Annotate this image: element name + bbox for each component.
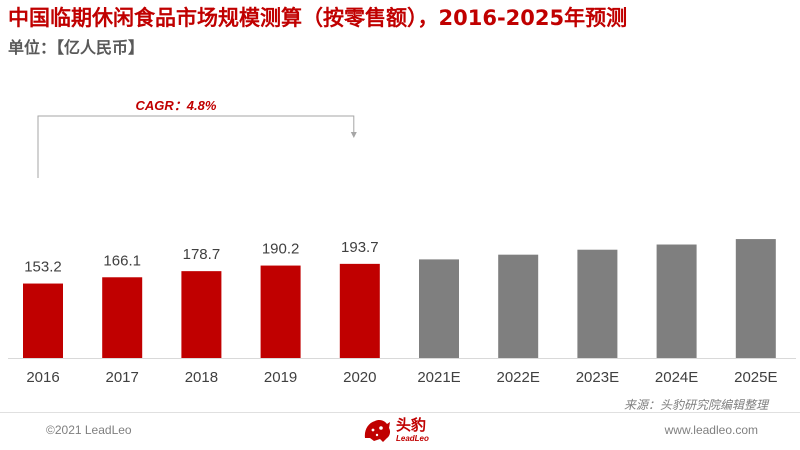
data-label-2018: 178.7 — [183, 246, 221, 263]
bar-2018 — [181, 271, 222, 358]
cagr-arrow-head — [350, 132, 357, 138]
x-tick-label-2021E: 2021E — [417, 369, 460, 386]
bar-2025E — [735, 239, 776, 358]
x-tick-label-2023E: 2023E — [576, 369, 619, 386]
source-note: 来源：头豹研究院编辑整理 — [623, 398, 768, 412]
data-label-2019: 190.2 — [262, 241, 300, 258]
x-tick-label-2019: 2019 — [264, 369, 297, 386]
data-label-2020: 193.7 — [341, 239, 379, 256]
bar-2021E — [419, 259, 459, 358]
bar-2019 — [260, 265, 301, 358]
data-label-2017: 166.1 — [103, 252, 141, 269]
x-tick-label-2022E: 2022E — [497, 369, 540, 386]
footer-divider — [0, 412, 800, 413]
cagr-annotation: CAGR：4.8% — [136, 98, 217, 113]
copyright-text: ©2021 LeadLeo — [46, 423, 132, 437]
bar-2024E — [656, 244, 697, 358]
data-label-2016: 153.2 — [24, 259, 62, 276]
bar-2016 — [23, 283, 63, 358]
brand-name-en: LeadLeo — [396, 433, 429, 443]
chart-title: 中国临期休闲食品市场规模测算（按零售额），2016-2025年预测 — [8, 6, 628, 30]
leopard-logo-icon — [364, 420, 391, 442]
bar-2017 — [102, 277, 143, 358]
x-tick-label-2020: 2020 — [343, 369, 376, 386]
cagr-bracket — [37, 115, 355, 178]
bar-2022E — [498, 254, 539, 358]
brand-name-cn: 头豹 — [396, 415, 427, 434]
x-tick-label-2016: 2016 — [26, 369, 59, 386]
x-tick-label-2018: 2018 — [185, 369, 218, 386]
x-tick-label-2025E: 2025E — [734, 369, 777, 386]
brand-logo: 头豹 LeadLeo — [362, 414, 429, 446]
x-tick-label-2017: 2017 — [106, 369, 139, 386]
website-link[interactable]: www.leadleo.com — [664, 423, 758, 437]
x-tick-label-2024E: 2024E — [655, 369, 698, 386]
unit-label: 单位：【亿人民币】 — [8, 38, 145, 57]
bar-2020 — [339, 263, 380, 358]
bar-2023E — [577, 249, 618, 358]
